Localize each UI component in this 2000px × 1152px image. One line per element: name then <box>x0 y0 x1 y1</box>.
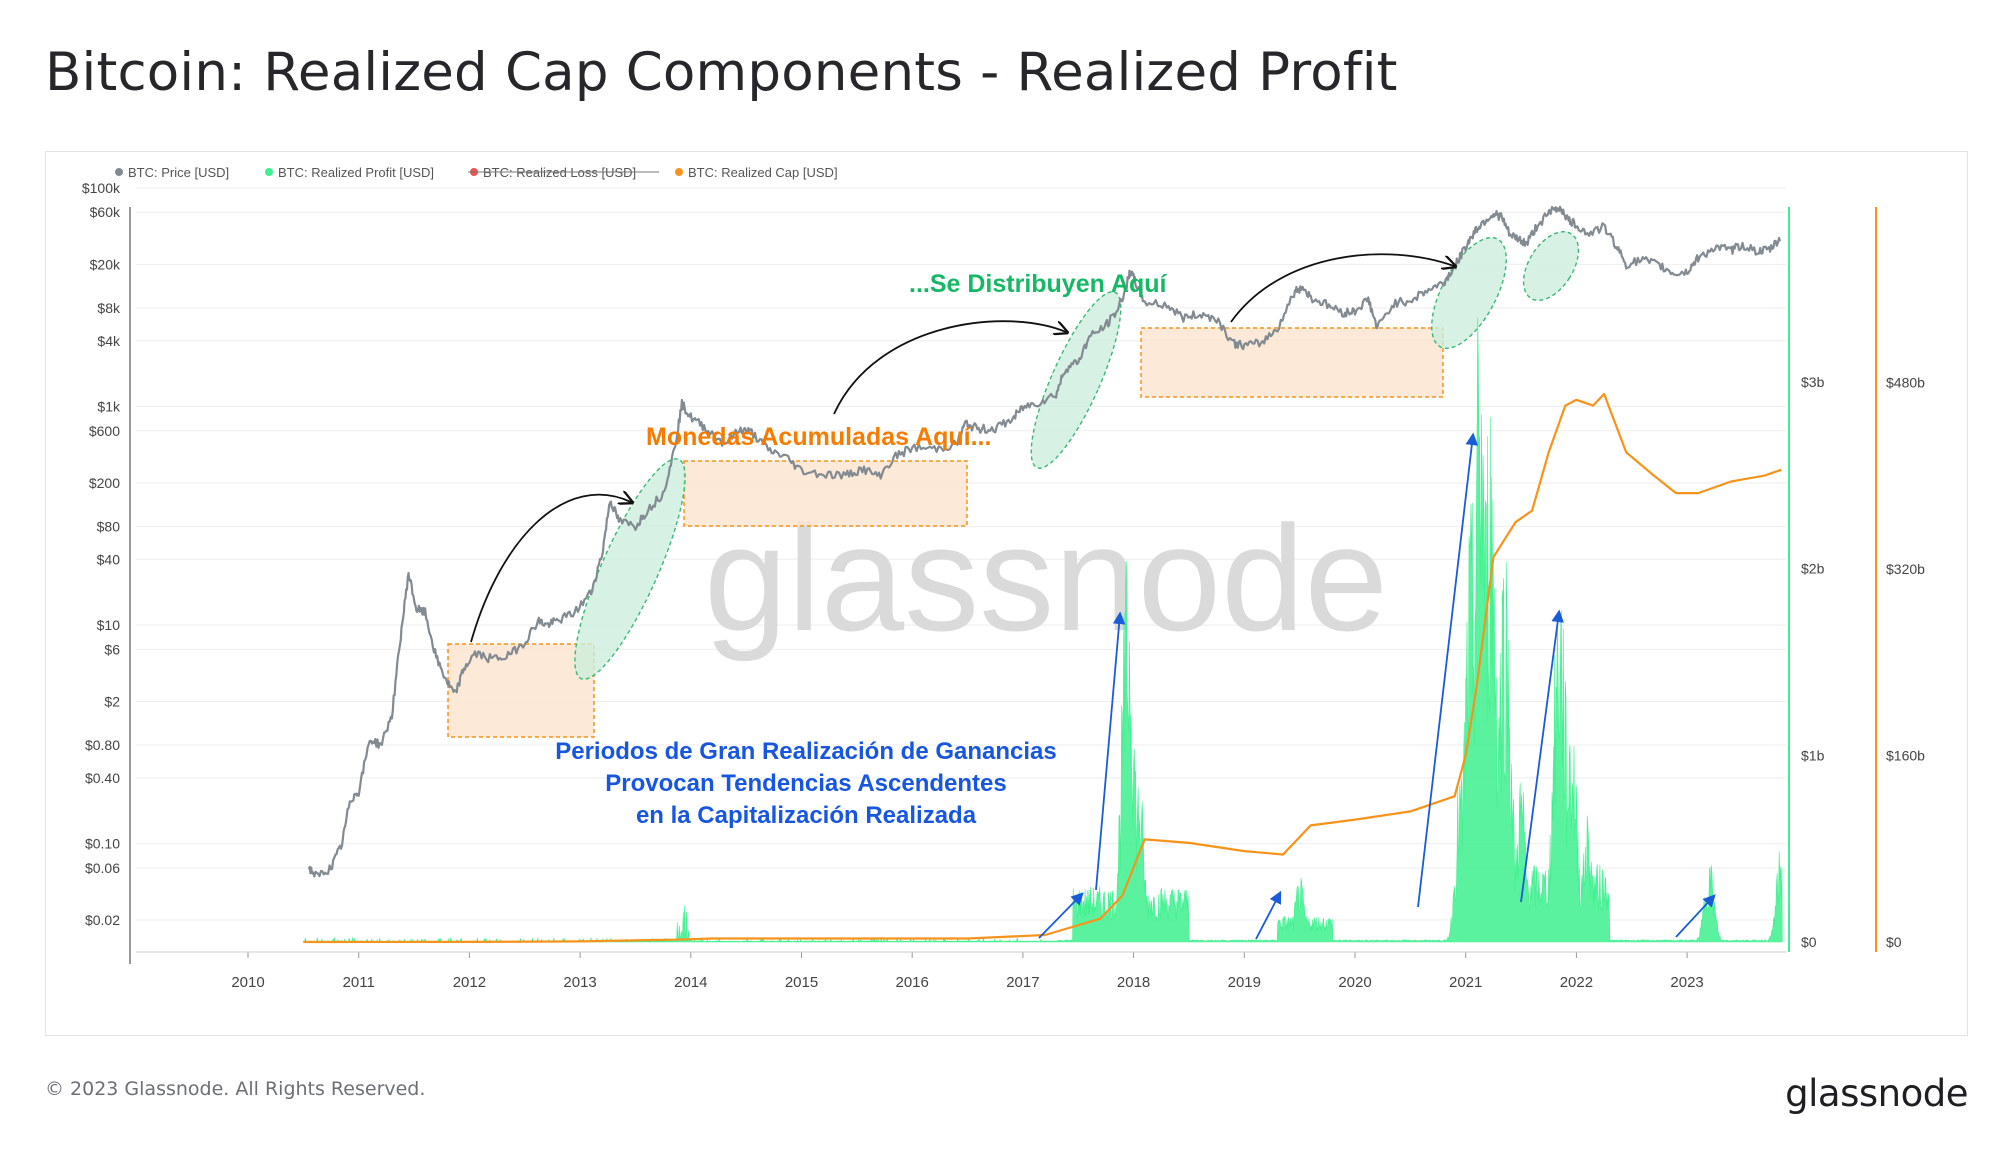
x-tick-label: 2019 <box>1228 974 1261 991</box>
profit-tick-label: $3b <box>1801 374 1825 390</box>
x-tick-label: 2012 <box>453 974 486 991</box>
profit-tick-label: $1b <box>1801 747 1825 763</box>
price-tick-label: $0.10 <box>85 836 120 852</box>
curved-arrow-2 <box>833 320 1066 415</box>
x-tick-label: 2013 <box>563 974 596 991</box>
distribution-ellipse-2013 <box>574 458 686 680</box>
distribution-ellipse-2017 <box>1030 291 1122 469</box>
curved-arrow-1 <box>470 495 631 643</box>
cap-path <box>303 392 1782 944</box>
legend-label: BTC: Price [USD] <box>128 165 229 180</box>
price-tick-label: $4k <box>97 333 121 349</box>
copyright: © 2023 Glassnode. All Rights Reserved. <box>45 1078 426 1100</box>
curved-arrow-3 <box>1230 253 1454 323</box>
legend: BTC: Price [USD] BTC: Realized Profit [US… <box>115 165 838 180</box>
axes-labels: $100k $60k $20k $8k $4k $1k $600 $200 $80 $40 $10 $… <box>82 180 1925 991</box>
blue-arrow-2 <box>1095 611 1126 891</box>
price-tick-label: $200 <box>89 475 120 491</box>
x-tick-label: 2015 <box>785 974 818 991</box>
price-tick-label: $0.80 <box>85 737 120 753</box>
price-line <box>307 205 1782 878</box>
price-tick-label: $0.02 <box>85 912 120 928</box>
profit-annotation-line2: Provocan Tendencias Ascendentes <box>605 770 1006 797</box>
x-tick-label: 2016 <box>896 974 929 991</box>
accumulation-box-2015 <box>683 460 968 527</box>
profit-tick-label: $0 <box>1801 934 1817 950</box>
price-tick-label: $20k <box>90 256 121 272</box>
cap-tick-label: $320b <box>1886 561 1925 577</box>
chart-svg: BTC: Price [USD] BTC: Realized Profit [US… <box>82 165 1925 991</box>
price-tick-label: $600 <box>89 423 120 439</box>
distribute-annotation: ...Se Distribuyen Aquí <box>909 270 1168 298</box>
brand-logo: glassnode <box>1785 1072 1968 1115</box>
accumulate-annotation: Monedas Acumuladas Aquí... <box>646 423 991 451</box>
x-tick-label: 2023 <box>1670 974 1703 991</box>
price-tick-label: $0.06 <box>85 860 120 876</box>
blue-arrow-5 <box>1520 609 1564 903</box>
x-tick-label: 2010 <box>231 974 264 991</box>
legend-label: BTC: Realized Profit [USD] <box>278 165 434 180</box>
cap-tick-label: $160b <box>1886 747 1925 763</box>
chart-panel: BTC: Price [USD] BTC: Realized Profit [US… <box>45 151 1968 1036</box>
price-tick-label: $1k <box>97 399 121 415</box>
distribution-ellipse-2021b <box>1522 231 1580 301</box>
price-tick-label: $6 <box>104 641 120 657</box>
accumulation-box-2019 <box>1140 327 1444 398</box>
legend-dot <box>115 168 123 176</box>
price-tick-label: $8k <box>97 300 121 316</box>
blue-arrow-1 <box>1038 892 1084 939</box>
x-tick-label: 2021 <box>1449 974 1482 991</box>
blue-arrow-4 <box>1417 432 1479 908</box>
x-tick-label: 2018 <box>1117 974 1150 991</box>
profit-annotation-line3: en la Capitalización Realizada <box>636 802 977 829</box>
cap-tick-label: $0 <box>1886 934 1902 950</box>
legend-dot <box>265 168 273 176</box>
x-tick-label: 2017 <box>1006 974 1039 991</box>
blue-arrow-6 <box>1675 894 1716 938</box>
blue-arrow-3 <box>1255 890 1282 940</box>
x-tick-label: 2020 <box>1338 974 1371 991</box>
price-tick-label: $2 <box>104 693 120 709</box>
price-tick-label: $40 <box>97 551 121 567</box>
price-tick-label: $0.40 <box>85 770 120 786</box>
accumulation-box-2012 <box>447 643 595 738</box>
x-tick-label: 2022 <box>1560 974 1593 991</box>
price-tick-label: $80 <box>97 518 121 534</box>
profit-tick-label: $2b <box>1801 561 1825 577</box>
profit-annotation-line1: Periodos de Gran Realización de Ganancia… <box>555 738 1057 765</box>
legend-dot <box>675 168 683 176</box>
x-tick-label: 2011 <box>343 974 375 991</box>
realized-cap-line <box>303 392 1782 944</box>
page-title: Bitcoin: Realized Cap Components - Reali… <box>45 42 1398 103</box>
price-tick-label: $60k <box>90 204 121 220</box>
cap-tick-label: $480b <box>1886 374 1925 390</box>
price-tick-label: $100k <box>82 180 121 196</box>
price-tick-label: $10 <box>97 617 121 633</box>
legend-label: BTC: Realized Cap [USD] <box>688 165 838 180</box>
price-path <box>307 205 1782 878</box>
x-tick-label: 2014 <box>674 974 707 991</box>
